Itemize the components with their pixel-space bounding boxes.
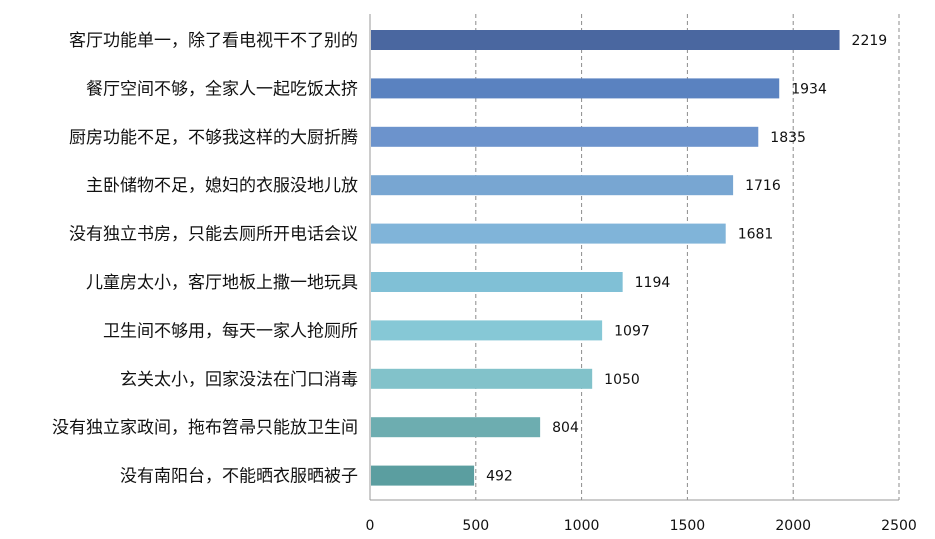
category-label-1: 客厅功能单一，除了看电视干不了别的 (69, 31, 358, 51)
bar-10 (371, 465, 475, 486)
category-label-2: 餐厅空间不够，全家人一起吃饭太挤 (86, 79, 358, 99)
x-tick-label-1000: 1000 (564, 518, 600, 534)
x-tick-label-1500: 1500 (670, 518, 706, 534)
value-label-4: 1716 (745, 178, 781, 194)
category-label-7: 卫生间不够用，每天一家人抢厕所 (103, 321, 358, 341)
bar-7 (371, 320, 603, 341)
value-label-8: 1050 (604, 372, 640, 388)
category-label-5: 没有独立书房，只能去厕所开电话会议 (69, 225, 358, 245)
bar-3 (371, 126, 759, 147)
bar-2 (371, 78, 780, 99)
category-label-9: 没有独立家政间，拖布笤帚只能放卫生间 (52, 418, 358, 438)
x-axis-ticks: 0 500 1000 1500 2000 2500 (366, 518, 917, 534)
value-label-3: 1835 (770, 130, 806, 146)
value-label-7: 1097 (614, 323, 650, 339)
value-label-2: 1934 (791, 81, 827, 97)
bar-1 (371, 30, 840, 50)
value-label-9: 804 (552, 420, 579, 436)
value-label-5: 1681 (738, 227, 774, 243)
bar-6 (371, 272, 623, 292)
category-label-6: 儿童房太小，客厅地板上撒一地玩具 (86, 273, 358, 293)
bars (371, 30, 840, 486)
category-label-8: 玄关太小，回家没法在门口消毒 (120, 370, 358, 390)
x-tick-label-0: 0 (366, 518, 375, 534)
value-label-6: 1194 (635, 275, 671, 291)
category-labels: 客厅功能单一，除了看电视干不了别的餐厅空间不够，全家人一起吃饭太挤厨房功能不足，… (52, 31, 358, 487)
category-label-10: 没有南阳台，不能晒衣服晒被子 (120, 467, 358, 487)
category-label-4: 主卧储物不足，媳妇的衣服没地儿放 (86, 176, 358, 196)
bar-9 (371, 417, 541, 438)
value-label-1: 2219 (852, 33, 888, 49)
x-tick-label-2500: 2500 (881, 518, 917, 534)
bar-4 (371, 175, 734, 196)
axes (369, 14, 899, 501)
x-tick-label-500: 500 (462, 518, 489, 534)
value-labels: 2219 1934 1835 1716 1681 1194 1097 1050 804 492 (486, 33, 887, 485)
bar-5 (371, 223, 726, 244)
bar-8 (371, 368, 593, 389)
value-label-10: 492 (486, 469, 513, 485)
category-label-3: 厨房功能不足，不够我这样的大厨折腾 (69, 128, 358, 148)
x-tick-label-2000: 2000 (775, 518, 811, 534)
